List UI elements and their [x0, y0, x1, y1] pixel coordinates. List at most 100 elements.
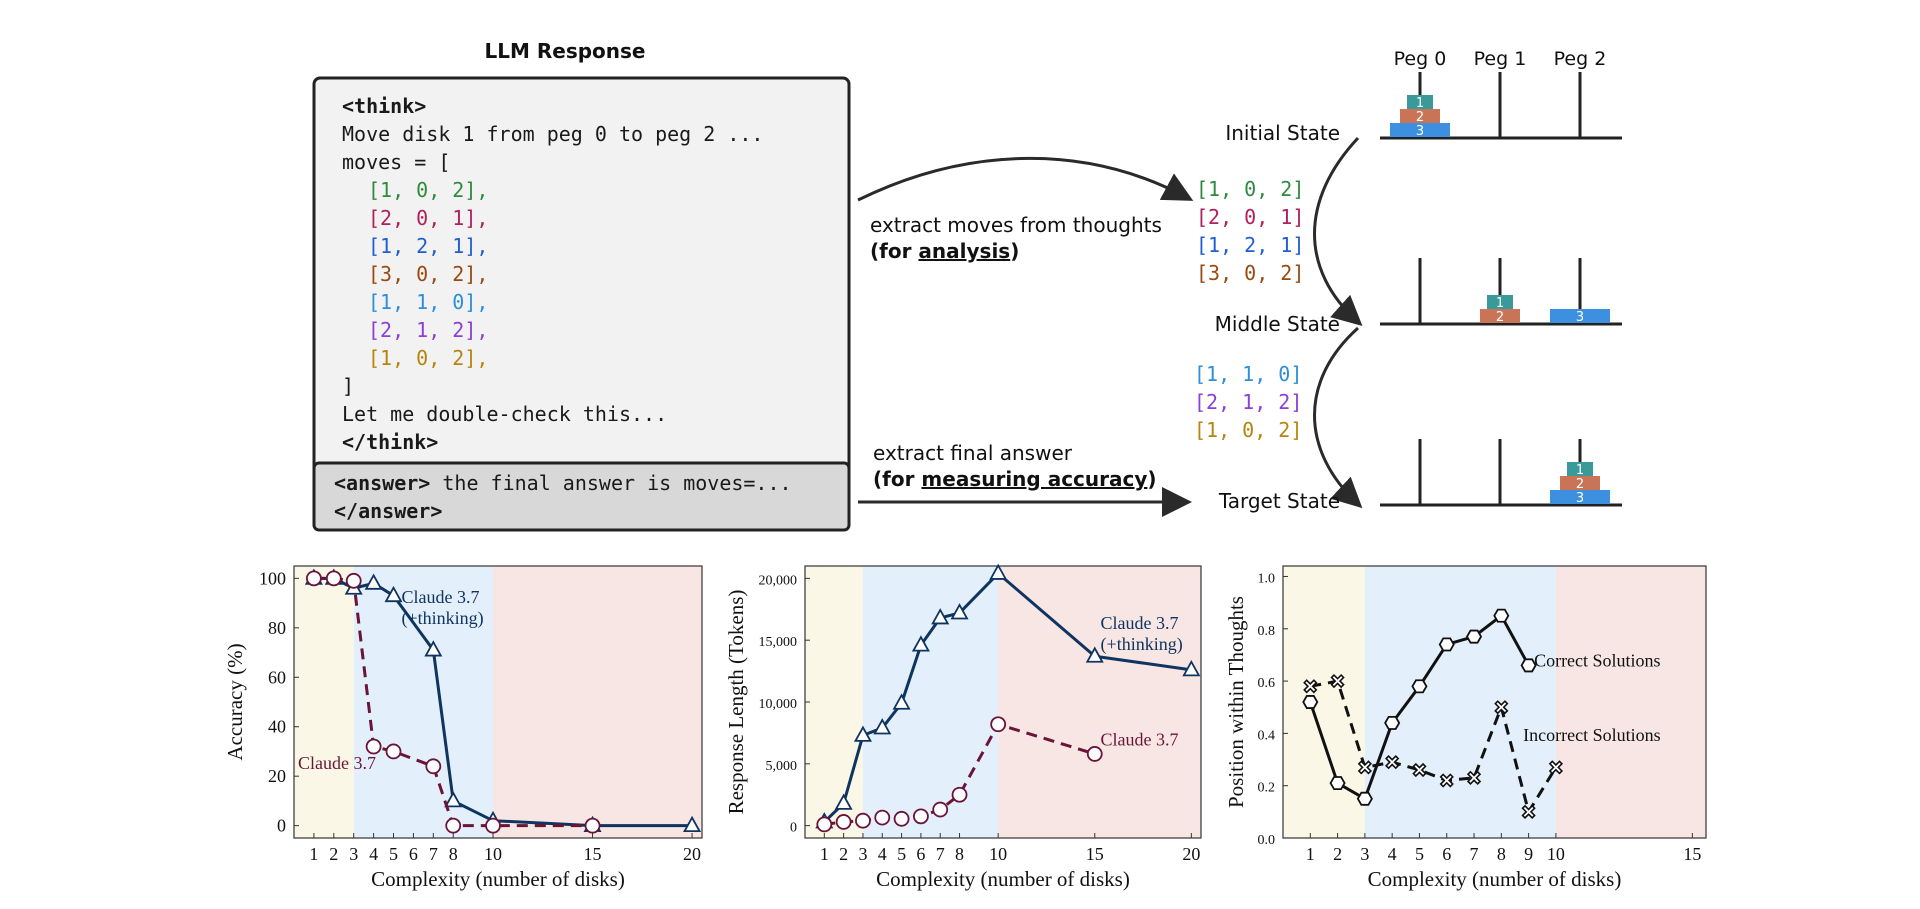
y-tick-label: 0.2 — [1258, 781, 1276, 796]
complexity-region-1 — [294, 566, 354, 838]
x-tick-label: 6 — [1442, 844, 1451, 864]
extracted-moves-group-1: [1, 0, 2] [2, 0, 1] [1, 2, 1] [3, 0, 2] — [1196, 177, 1304, 285]
series-label: Incorrect Solutions — [1523, 725, 1660, 745]
complexity-region-3 — [1555, 566, 1706, 838]
data-point — [892, 693, 911, 710]
x-tick-label: 7 — [936, 844, 945, 864]
data-point — [385, 743, 402, 760]
x-tick-label: 2 — [329, 844, 338, 864]
x-tick-label: 15 — [1683, 844, 1701, 864]
data-point — [950, 603, 969, 620]
data-point — [485, 817, 501, 834]
peg-label-1: Peg 1 — [1474, 48, 1527, 70]
series-label: Claude 3.7 — [298, 753, 376, 773]
disk-1 — [1487, 295, 1513, 309]
x-axis-label: Complexity (number of disks) — [371, 867, 625, 891]
y-tick-label: 10,000 — [759, 697, 798, 712]
llm-response-title: LLM Response — [485, 39, 646, 63]
series-label: Correct Solutions — [1534, 651, 1661, 671]
data-point — [1521, 804, 1536, 819]
data-point — [893, 810, 910, 827]
answer-line: <answer> the final answer is moves=... — [334, 471, 792, 495]
extract-final-paren-open: (for — [873, 467, 921, 491]
data-point — [1439, 773, 1454, 788]
y-tick-label: 20 — [268, 766, 286, 786]
x-tick-label: 4 — [878, 844, 887, 864]
data-point — [853, 725, 872, 742]
state-label: Target State — [1218, 489, 1340, 513]
x-tick-label: 3 — [1360, 844, 1369, 864]
think-close-tag: </think> — [342, 430, 438, 454]
disk-number: 1 — [1416, 96, 1424, 111]
y-tick-label: 0.6 — [1258, 676, 1276, 691]
x-tick-label: 8 — [955, 844, 964, 864]
data-point — [931, 608, 950, 625]
data-point — [816, 816, 833, 833]
extracted-move: [1, 1, 0] — [1194, 362, 1302, 386]
data-point — [1520, 658, 1537, 673]
data-point — [835, 814, 852, 830]
data-point — [444, 791, 463, 808]
complexity-region-3 — [998, 566, 1201, 838]
data-point — [584, 817, 601, 834]
disk-number: 2 — [1576, 477, 1584, 492]
panel-moves-list: [1, 0, 2], [2, 0, 1], [1, 2, 1], [3, 0, 2],… — [368, 178, 488, 370]
data-point — [306, 570, 322, 587]
data-point — [1384, 715, 1401, 730]
series-label: Claude 3.7 — [1101, 729, 1179, 749]
answer-open-tag: <answer> — [334, 471, 430, 495]
extract-moves-purpose: (for analysis) — [870, 239, 1019, 263]
x-tick-label: 8 — [449, 844, 458, 864]
series-label: Claude 3.7 — [401, 587, 479, 607]
extracted-move: [1, 2, 1] — [1196, 233, 1304, 257]
complexity-region-1 — [805, 566, 863, 838]
extracted-move: [2, 0, 1] — [1196, 205, 1304, 229]
series-label: Claude 3.7 — [1101, 613, 1179, 633]
x-tick-label: 4 — [369, 844, 378, 864]
extract-moves-underlined: analysis — [918, 239, 1010, 263]
disk-2 — [1400, 109, 1440, 123]
complexity-region-3 — [493, 566, 702, 838]
data-point — [932, 801, 949, 818]
extract-moves-arrow — [857, 156, 1194, 202]
extracted-move: [1, 0, 2] — [1196, 177, 1304, 201]
disk-number: 3 — [1416, 124, 1424, 139]
moves-open: moves = [ — [342, 150, 450, 174]
x-tick-label: 9 — [1524, 844, 1533, 864]
data-point — [1182, 660, 1201, 677]
data-point — [683, 815, 702, 833]
data-point — [1303, 679, 1318, 694]
y-tick-label: 40 — [268, 717, 286, 737]
x-tick-label: 15 — [1086, 844, 1104, 864]
x-tick-label: 5 — [389, 844, 398, 864]
complexity-region-2 — [1364, 566, 1556, 838]
extract-final-purpose: (for measuring accuracy) — [873, 467, 1157, 491]
x-tick-label: 10 — [484, 844, 502, 864]
extract-final-underlined: measuring accuracy — [921, 467, 1147, 491]
transition-arrow-1 — [1313, 136, 1363, 327]
x-tick-label: 10 — [1547, 844, 1565, 864]
peg-label-0: Peg 0 — [1394, 48, 1447, 70]
series-2: Incorrect Solutions — [1303, 673, 1661, 819]
moves-close: ] — [342, 374, 354, 398]
y-tick-label: 0.0 — [1258, 833, 1276, 848]
extract-final-paren-close: ) — [1147, 467, 1156, 491]
panel-move-5: [1, 1, 0], — [368, 290, 488, 314]
series-label: (+thinking) — [401, 608, 483, 629]
y-tick-label: 80 — [268, 618, 286, 638]
x-tick-label: 6 — [409, 844, 418, 864]
panel-move-2: [2, 0, 1], — [368, 206, 488, 230]
hanoi-state-2: Middle State 21 3 — [1215, 258, 1622, 336]
disk-2 — [1480, 309, 1520, 323]
think-open-tag: <think> — [342, 94, 426, 118]
x-tick-label: 8 — [1497, 844, 1506, 864]
complexity-region-1 — [1283, 566, 1365, 838]
complexity-region-2 — [862, 566, 999, 838]
y-tick-label: 20,000 — [759, 573, 798, 588]
state-label: Middle State — [1215, 312, 1340, 336]
llm-response-panel: LLM Response <think> Move disk 1 from pe… — [312, 39, 851, 532]
x-tick-label: 20 — [683, 844, 701, 864]
panel-move-1: [1, 0, 2], — [368, 178, 488, 202]
x-tick-label: 10 — [989, 844, 1007, 864]
